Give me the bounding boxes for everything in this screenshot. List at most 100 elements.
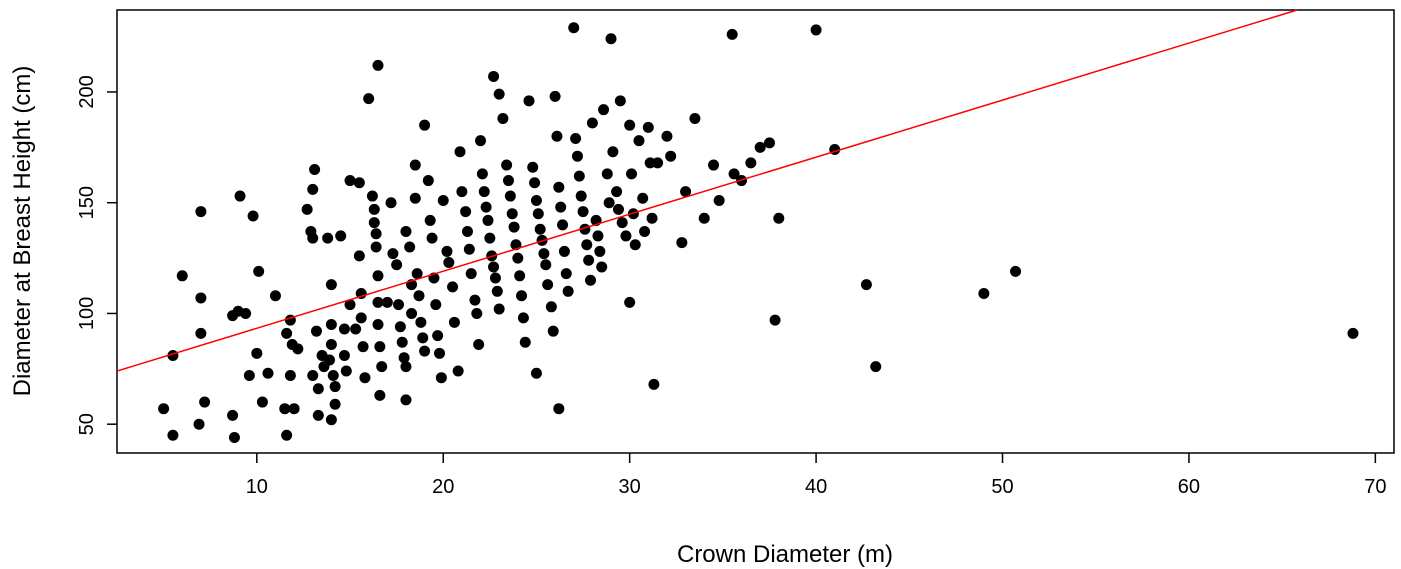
data-point <box>493 88 505 100</box>
data-point <box>400 394 412 406</box>
data-point <box>978 288 990 300</box>
data-point <box>374 341 386 353</box>
data-point <box>611 186 623 198</box>
y-tick-label: 150 <box>76 186 98 219</box>
data-point <box>251 347 263 359</box>
data-point <box>633 135 645 147</box>
data-point <box>447 281 459 293</box>
data-point <box>370 228 382 240</box>
data-point <box>612 203 624 215</box>
data-point <box>344 299 356 311</box>
data-point <box>575 190 587 202</box>
data-point <box>553 403 565 415</box>
data-point <box>497 113 509 125</box>
data-point <box>256 396 268 408</box>
data-point <box>368 203 380 215</box>
data-point <box>506 208 518 220</box>
data-point <box>624 296 636 308</box>
x-tick-label: 60 <box>1178 476 1200 498</box>
data-point <box>400 361 412 373</box>
data-point <box>601 168 613 180</box>
data-point <box>763 137 775 149</box>
x-axis: 10 20 30 40 50 60 70 <box>246 453 1386 498</box>
data-point <box>562 285 574 297</box>
data-point <box>482 214 494 226</box>
data-point <box>646 212 658 224</box>
data-point <box>359 372 371 384</box>
data-point <box>329 381 341 393</box>
data-point <box>476 168 488 180</box>
data-point <box>512 252 524 264</box>
data-point <box>773 212 785 224</box>
data-point <box>598 104 610 116</box>
data-point <box>344 175 356 187</box>
data-point <box>247 210 259 222</box>
data-point <box>754 141 766 153</box>
data-point <box>406 307 418 319</box>
data-point <box>195 206 207 218</box>
data-point <box>676 237 688 249</box>
data-point <box>460 206 472 218</box>
data-point <box>519 336 531 348</box>
data-point <box>409 159 421 171</box>
data-point <box>553 181 565 193</box>
data-point <box>594 245 606 257</box>
data-point <box>419 345 431 357</box>
data-point <box>532 208 544 220</box>
y-tick-label: 50 <box>76 413 98 435</box>
data-point <box>504 190 516 202</box>
data-point <box>324 354 336 366</box>
data-point <box>581 239 593 251</box>
data-point <box>540 259 552 271</box>
data-point <box>461 226 473 237</box>
data-point <box>372 270 384 282</box>
data-point <box>475 135 487 147</box>
data-point <box>517 312 529 324</box>
data-point <box>381 296 393 308</box>
regression-line <box>116 9 1298 372</box>
data-point <box>501 159 513 171</box>
data-point <box>577 206 589 218</box>
data-point <box>338 350 350 362</box>
data-point <box>372 319 384 331</box>
data-point <box>549 90 561 102</box>
data-point <box>307 369 319 381</box>
data-point <box>353 177 365 189</box>
data-point <box>555 201 567 213</box>
data-point <box>463 243 475 255</box>
data-point <box>642 121 654 133</box>
data-point <box>607 146 619 158</box>
data-point <box>489 272 501 284</box>
data-point <box>325 279 337 291</box>
data-point <box>195 292 207 304</box>
data-point <box>374 389 386 401</box>
data-point <box>560 268 572 280</box>
x-tick-label: 50 <box>991 476 1013 498</box>
data-point <box>441 245 453 257</box>
regression-line-group <box>116 9 1298 372</box>
data-point <box>370 241 382 253</box>
data-point <box>484 232 496 244</box>
data-point <box>310 325 322 337</box>
data-point <box>502 175 514 187</box>
data-point <box>195 327 207 339</box>
data-point <box>620 230 632 242</box>
data-point <box>322 232 334 244</box>
data-point <box>376 361 388 373</box>
data-point <box>329 398 341 410</box>
data-point <box>534 223 546 235</box>
data-point <box>227 409 239 421</box>
data-point <box>366 190 378 202</box>
data-point <box>491 285 503 297</box>
data-point <box>493 303 505 315</box>
data-point <box>652 157 664 169</box>
data-point <box>568 22 580 34</box>
data-point <box>262 367 274 379</box>
x-tick-label: 30 <box>619 476 641 498</box>
data-point <box>309 163 321 175</box>
data-point <box>312 409 324 421</box>
data-point <box>523 95 535 107</box>
data-point <box>437 194 449 206</box>
data-point <box>158 403 170 415</box>
